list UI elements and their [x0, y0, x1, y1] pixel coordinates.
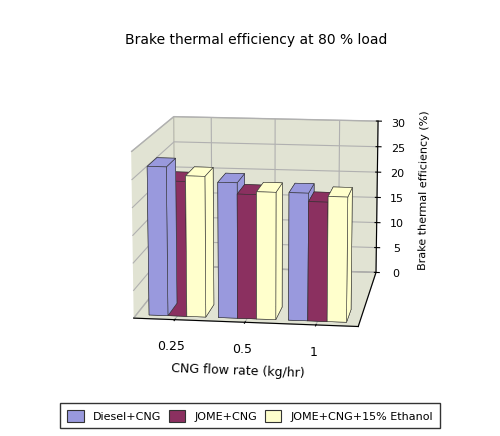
Title: Brake thermal efficiency at 80 % load: Brake thermal efficiency at 80 % load [125, 33, 388, 47]
Legend: Diesel+CNG, JOME+CNG, JOME+CNG+15% Ethanol: Diesel+CNG, JOME+CNG, JOME+CNG+15% Ethan… [60, 403, 440, 428]
X-axis label: CNG flow rate (kg/hr): CNG flow rate (kg/hr) [171, 362, 304, 380]
